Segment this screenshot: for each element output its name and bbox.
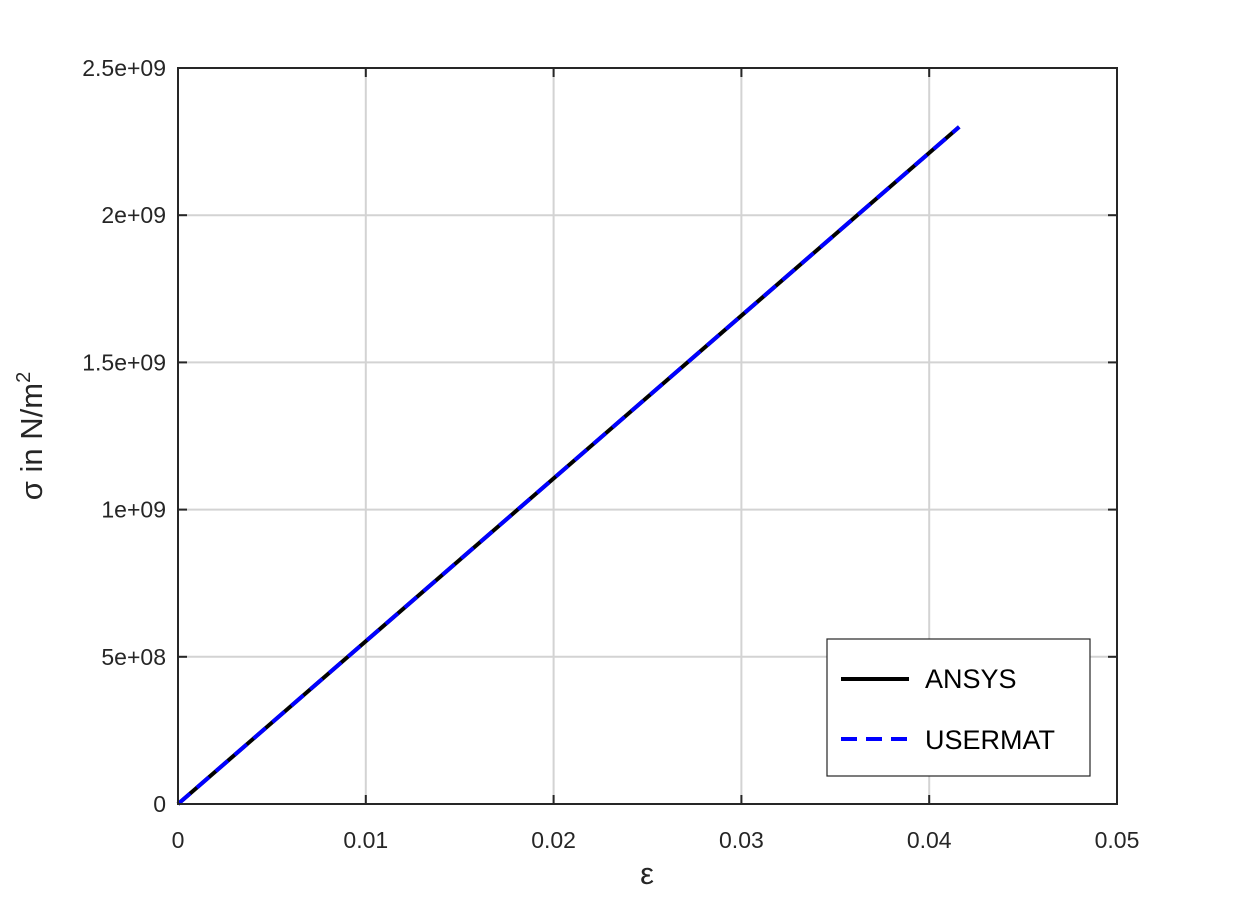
y-axis-label: σ in N/m2 <box>13 372 49 500</box>
plot-frame <box>177 67 1118 805</box>
y-tick-label: 1e+09 <box>101 497 166 523</box>
y-tick-label: 5e+08 <box>101 644 166 670</box>
y-tick-label: 2.5e+09 <box>82 55 166 81</box>
y-tick-label: 0 <box>153 791 166 817</box>
data-series <box>176 125 961 806</box>
y-axis-label-superscript: 2 <box>13 372 35 383</box>
legend-label-usermat: USERMAT <box>925 725 1055 755</box>
tick-marks <box>177 67 1118 805</box>
series-line-usermat <box>176 125 961 806</box>
y-axis-label-main: σ in N/m <box>14 383 49 500</box>
y-tick-labels: 0 5e+08 1e+09 1.5e+09 2e+09 2.5e+09 <box>82 55 166 817</box>
y-tick-label: 1.5e+09 <box>82 349 166 375</box>
x-tick-labels: 0 0.01 0.02 0.03 0.04 0.05 <box>172 827 1140 853</box>
x-axis-label: ε <box>640 856 654 891</box>
x-tick-label: 0 <box>172 827 185 853</box>
grid-lines <box>178 68 1117 804</box>
legend: ANSYS USERMAT <box>826 638 1091 777</box>
legend-box <box>826 638 1091 777</box>
legend-label-ansys: ANSYS <box>925 664 1017 694</box>
x-tick-label: 0.04 <box>907 827 952 853</box>
y-tick-label: 2e+09 <box>101 202 166 228</box>
x-tick-label: 0.05 <box>1095 827 1140 853</box>
x-tick-label: 0.01 <box>343 827 388 853</box>
x-tick-label: 0.02 <box>531 827 576 853</box>
x-tick-label: 0.03 <box>719 827 764 853</box>
